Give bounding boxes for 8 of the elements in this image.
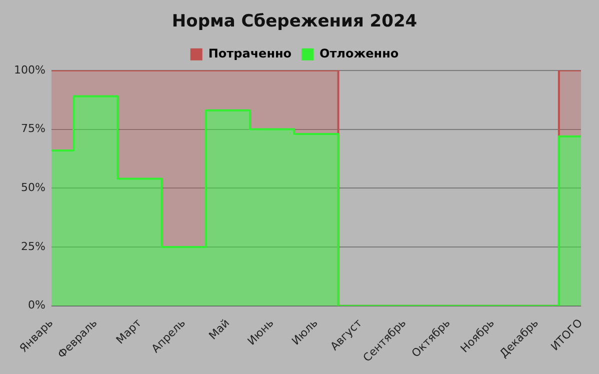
y-tick-label: 100% xyxy=(14,63,46,76)
legend-label: Отложенно xyxy=(320,46,399,61)
y-tick-label: 0% xyxy=(28,298,46,312)
y-tick-label: 75% xyxy=(20,122,46,136)
legend-label: Потраченно xyxy=(208,46,292,61)
y-tick-label: 25% xyxy=(20,240,46,253)
y-tick-label: 50% xyxy=(20,180,46,194)
chart-title: Норма Сбережения 2024 xyxy=(172,12,418,32)
